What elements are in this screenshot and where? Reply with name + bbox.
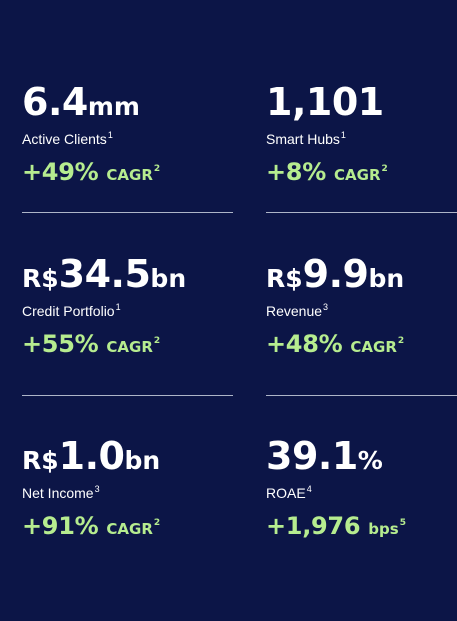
metric-value: 6.4mm	[22, 80, 140, 124]
metric-label: Credit Portfolio1	[22, 302, 121, 319]
metric-revenue: R$9.9bn Revenue3 +48% CAGR2	[266, 252, 457, 362]
metric-growth: +1,976 bps5	[266, 512, 406, 540]
metric-growth: +48% CAGR2	[266, 330, 404, 358]
metric-roae: 39.1% ROAE4 +1,976 bps5	[266, 434, 457, 544]
metric-net-income: R$1.0bn Net Income3 +91% CAGR2	[22, 434, 237, 544]
metric-growth: +8% CAGR2	[266, 158, 388, 186]
metric-value: R$1.0bn	[22, 434, 161, 478]
metric-label: Revenue3	[266, 302, 329, 319]
metric-credit-portfolio: R$34.5bn Credit Portfolio1 +55% CAGR2	[22, 252, 237, 362]
divider	[22, 395, 233, 396]
metric-label: Net Income3	[22, 484, 100, 501]
metric-value: R$34.5bn	[22, 252, 187, 296]
metric-value: 1,101	[266, 80, 384, 124]
metric-growth: +49% CAGR2	[22, 158, 160, 186]
metric-smart-hubs: 1,101 Smart Hubs1 +8% CAGR2	[266, 80, 457, 190]
divider	[22, 212, 233, 213]
divider	[266, 395, 457, 396]
metric-value: R$9.9bn	[266, 252, 405, 296]
metric-growth: +91% CAGR2	[22, 512, 160, 540]
divider	[266, 212, 457, 213]
metric-label: Active Clients1	[22, 130, 113, 147]
metric-label: Smart Hubs1	[266, 130, 346, 147]
metric-growth: +55% CAGR2	[22, 330, 160, 358]
metric-value: 39.1%	[266, 434, 383, 478]
metric-label: ROAE4	[266, 484, 312, 501]
metric-active-clients: 6.4mm Active Clients1 +49% CAGR2	[22, 80, 237, 190]
